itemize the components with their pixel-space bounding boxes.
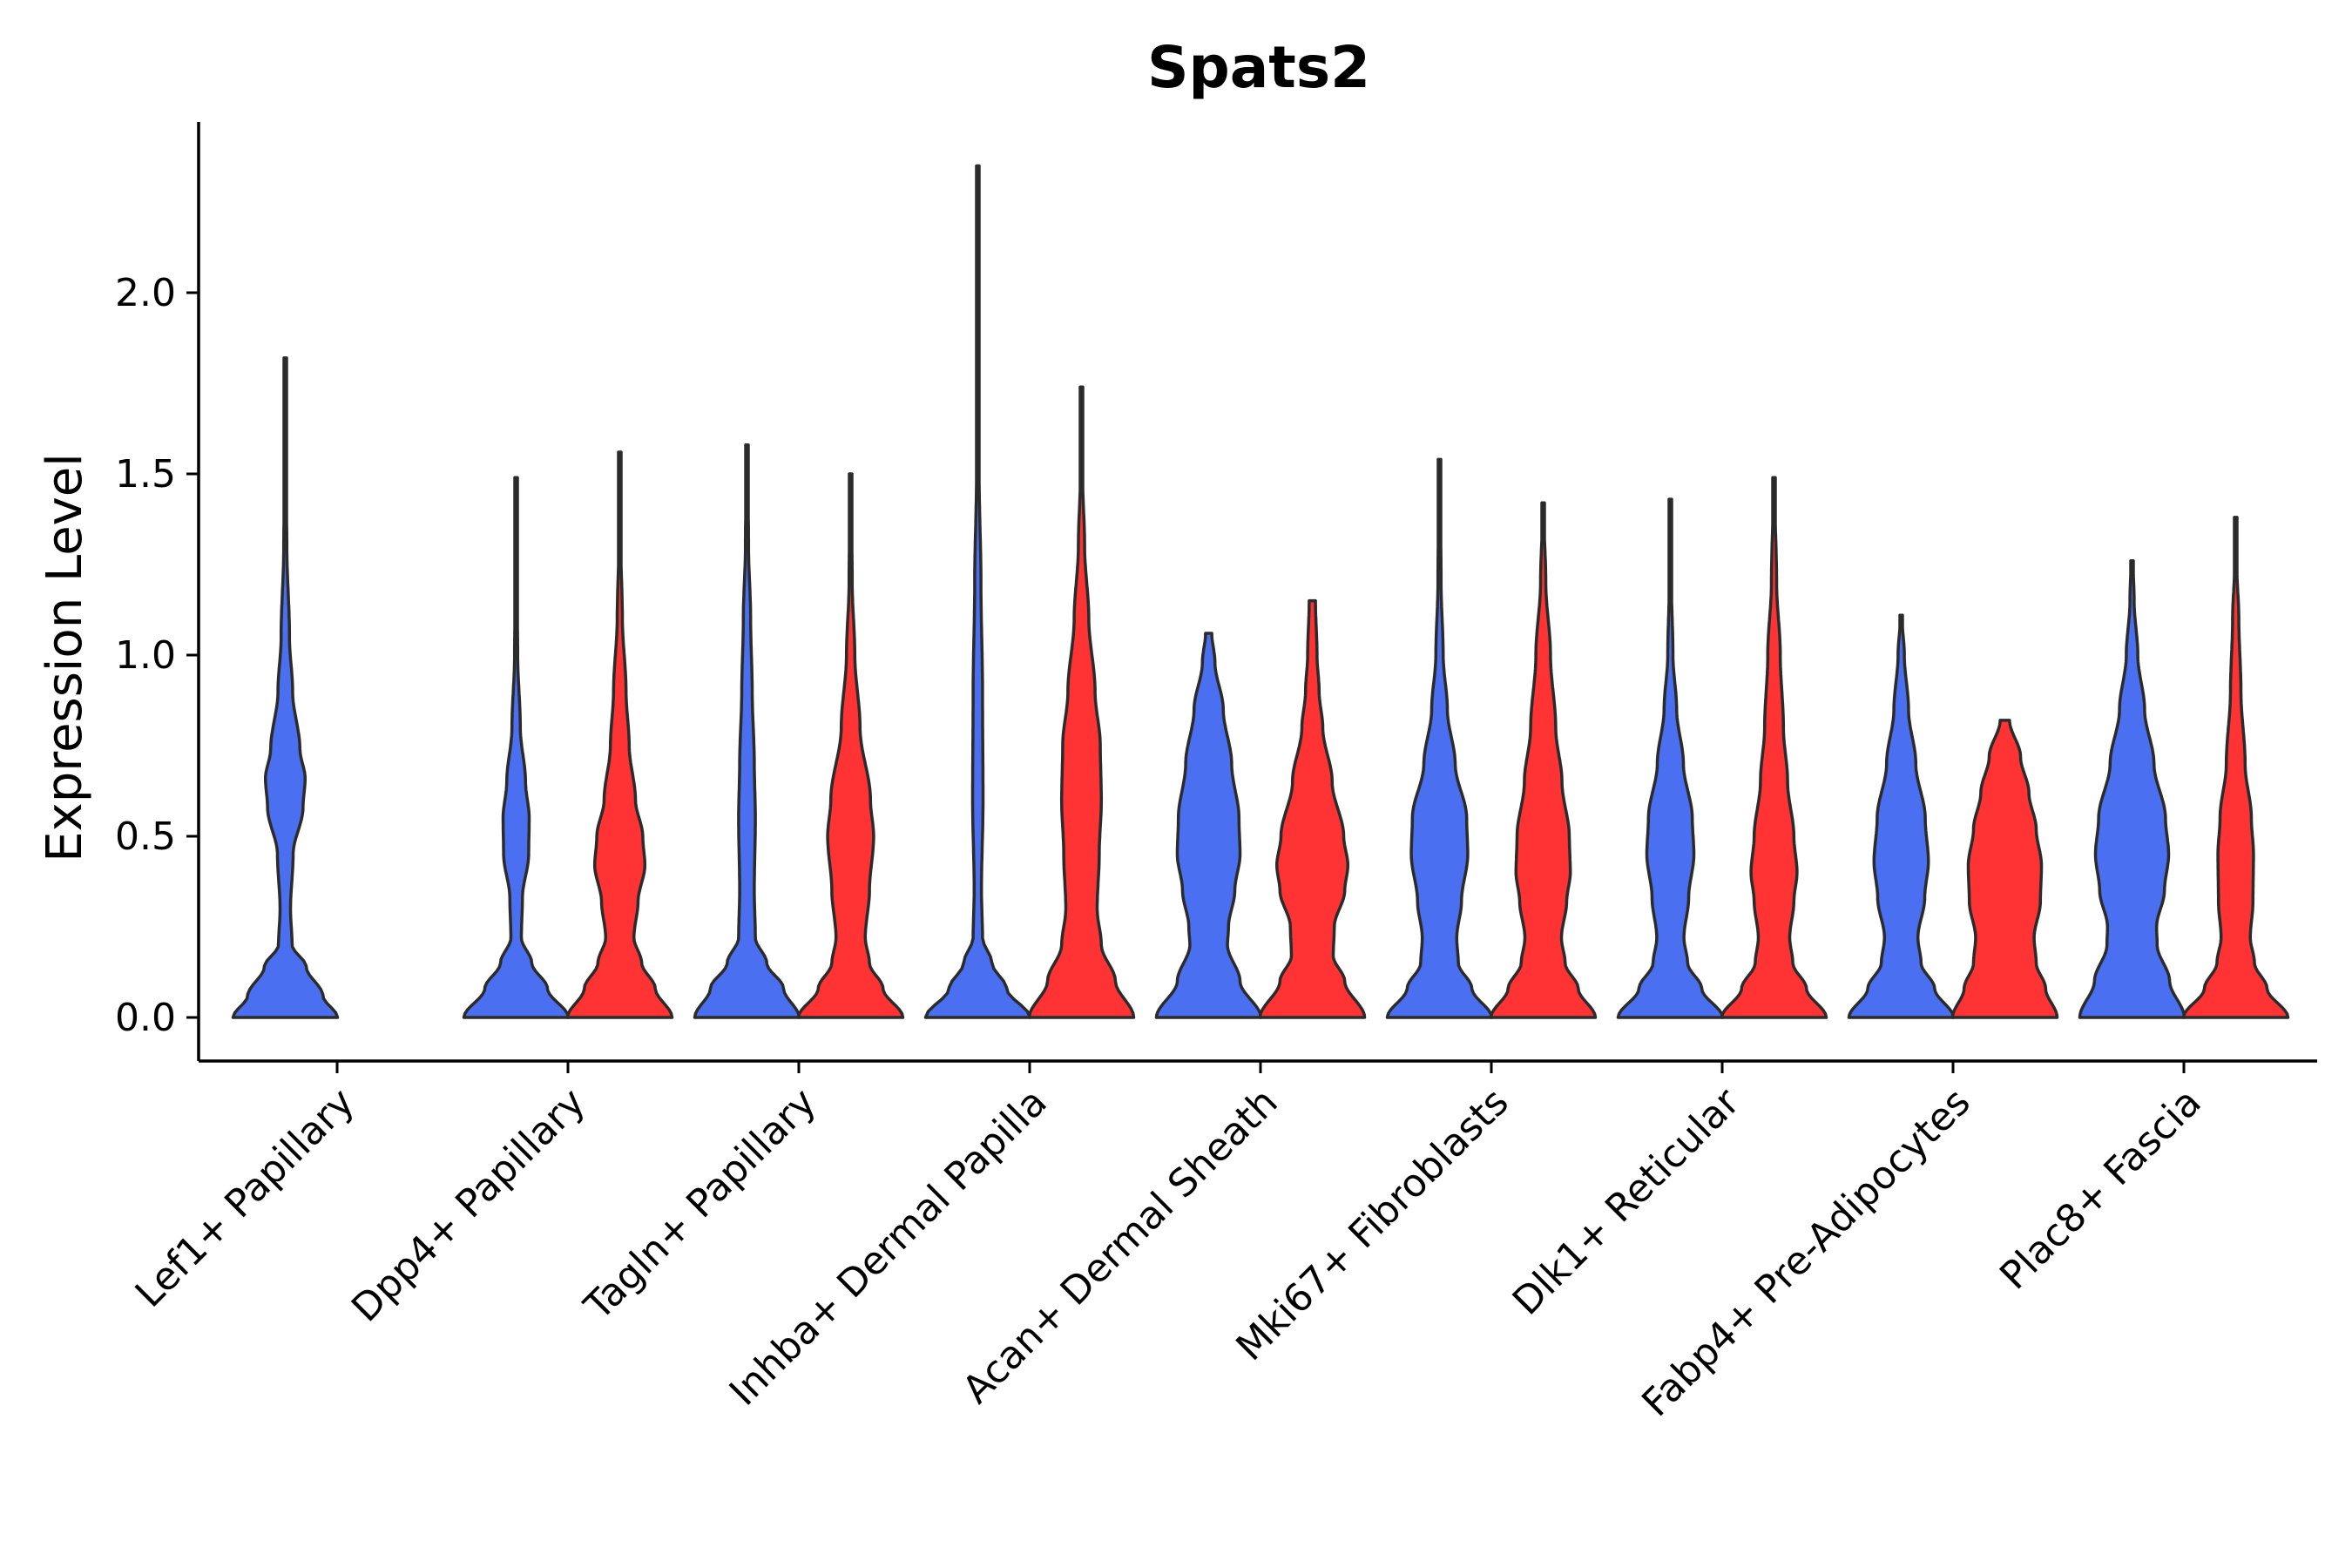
- violin-group2: [2181, 516, 2290, 1019]
- violin-group2: [796, 472, 905, 1019]
- violins: [231, 164, 2290, 1019]
- y-tick-label: 0.0: [115, 996, 176, 1040]
- violin-group1: [1385, 457, 1494, 1019]
- violin-group2: [1027, 385, 1136, 1019]
- chart-title: Spats2: [1147, 34, 1370, 101]
- y-tick-label: 2.0: [115, 271, 176, 315]
- y-tick-label: 1.0: [115, 633, 176, 678]
- violin-group1: [1616, 497, 1725, 1019]
- violin-group2: [1720, 476, 1828, 1019]
- violin-group1: [231, 356, 340, 1019]
- y-tick-label: 1.5: [115, 452, 176, 497]
- x-tick-label: Tagln+ Papillary: [576, 1080, 825, 1329]
- violin-group1: [923, 164, 1032, 1019]
- violin-group1: [462, 476, 571, 1019]
- x-tick-label: Dpp4+ Papillary: [343, 1080, 594, 1331]
- x-tick-label: Dlk1+ Reticular: [1504, 1079, 1749, 1324]
- x-tick-label: Plac8+ Fascia: [1991, 1080, 2210, 1299]
- violin-group2: [1258, 598, 1367, 1019]
- violin-group1: [693, 443, 801, 1019]
- violin-group1: [1154, 632, 1263, 1019]
- violin-group1: [2078, 559, 2186, 1019]
- violin-group1: [1847, 613, 1956, 1019]
- y-axis-label: Expression Level: [37, 453, 93, 862]
- x-tick-label: Lef1+ Papillary: [127, 1080, 363, 1316]
- violin-group2: [1950, 719, 2059, 1019]
- y-tick-label: 0.5: [115, 814, 176, 859]
- violin-group2: [1489, 501, 1598, 1019]
- y-axis: 0.0 0.5 1.0 1.5 2.0: [115, 122, 200, 1061]
- violin-group2: [565, 450, 674, 1019]
